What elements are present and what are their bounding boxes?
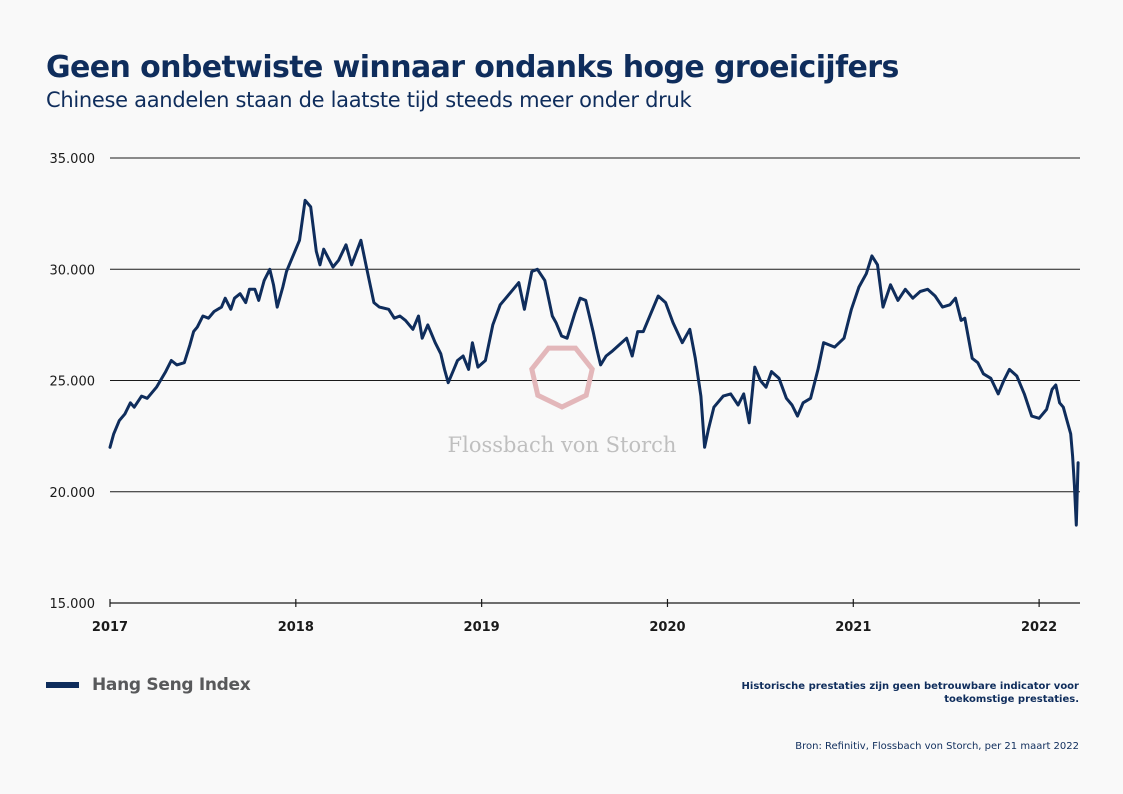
x-tick-label: 2020 [649, 620, 685, 635]
x-tick-label: 2021 [835, 620, 871, 635]
y-tick-label: 20.000 [50, 486, 96, 501]
chart-subtitle: Chinese aandelen staan de laatste tijd s… [46, 88, 692, 112]
x-axis-tick-labels: 2017 2018 2019 2020 2021 2022 [92, 620, 1057, 635]
disclaimer-text: Historische prestaties zijn geen betrouw… [741, 681, 1079, 705]
x-tick-label: 2022 [1021, 620, 1057, 635]
grid-lines [110, 157, 1080, 493]
x-tick-label: 2019 [464, 620, 500, 635]
series-line-hang-seng [108, 198, 1080, 527]
x-axis [109, 599, 1080, 607]
legend-label: Hang Seng Index [92, 675, 251, 695]
legend: Hang Seng Index [46, 675, 251, 695]
y-axis-tick-labels: 15.000 20.000 25.000 30.000 35.000 [50, 152, 96, 612]
watermark-logo-icon [529, 345, 595, 410]
x-tick-label: 2017 [92, 620, 128, 635]
x-tick-label: 2018 [278, 620, 314, 635]
y-tick-label: 35.000 [50, 152, 96, 167]
watermark-text: Flossbach von Storch [448, 433, 677, 457]
chart-title: Geen onbetwiste winnaar ondanks hoge gro… [46, 50, 899, 85]
source-text: Bron: Refinitiv, Flossbach von Storch, p… [795, 741, 1079, 752]
y-tick-label: 15.000 [50, 597, 96, 612]
legend-swatch [46, 682, 79, 688]
y-tick-label: 25.000 [50, 375, 96, 390]
watermark: Flossbach von Storch [448, 345, 677, 457]
y-tick-label: 30.000 [50, 263, 96, 278]
